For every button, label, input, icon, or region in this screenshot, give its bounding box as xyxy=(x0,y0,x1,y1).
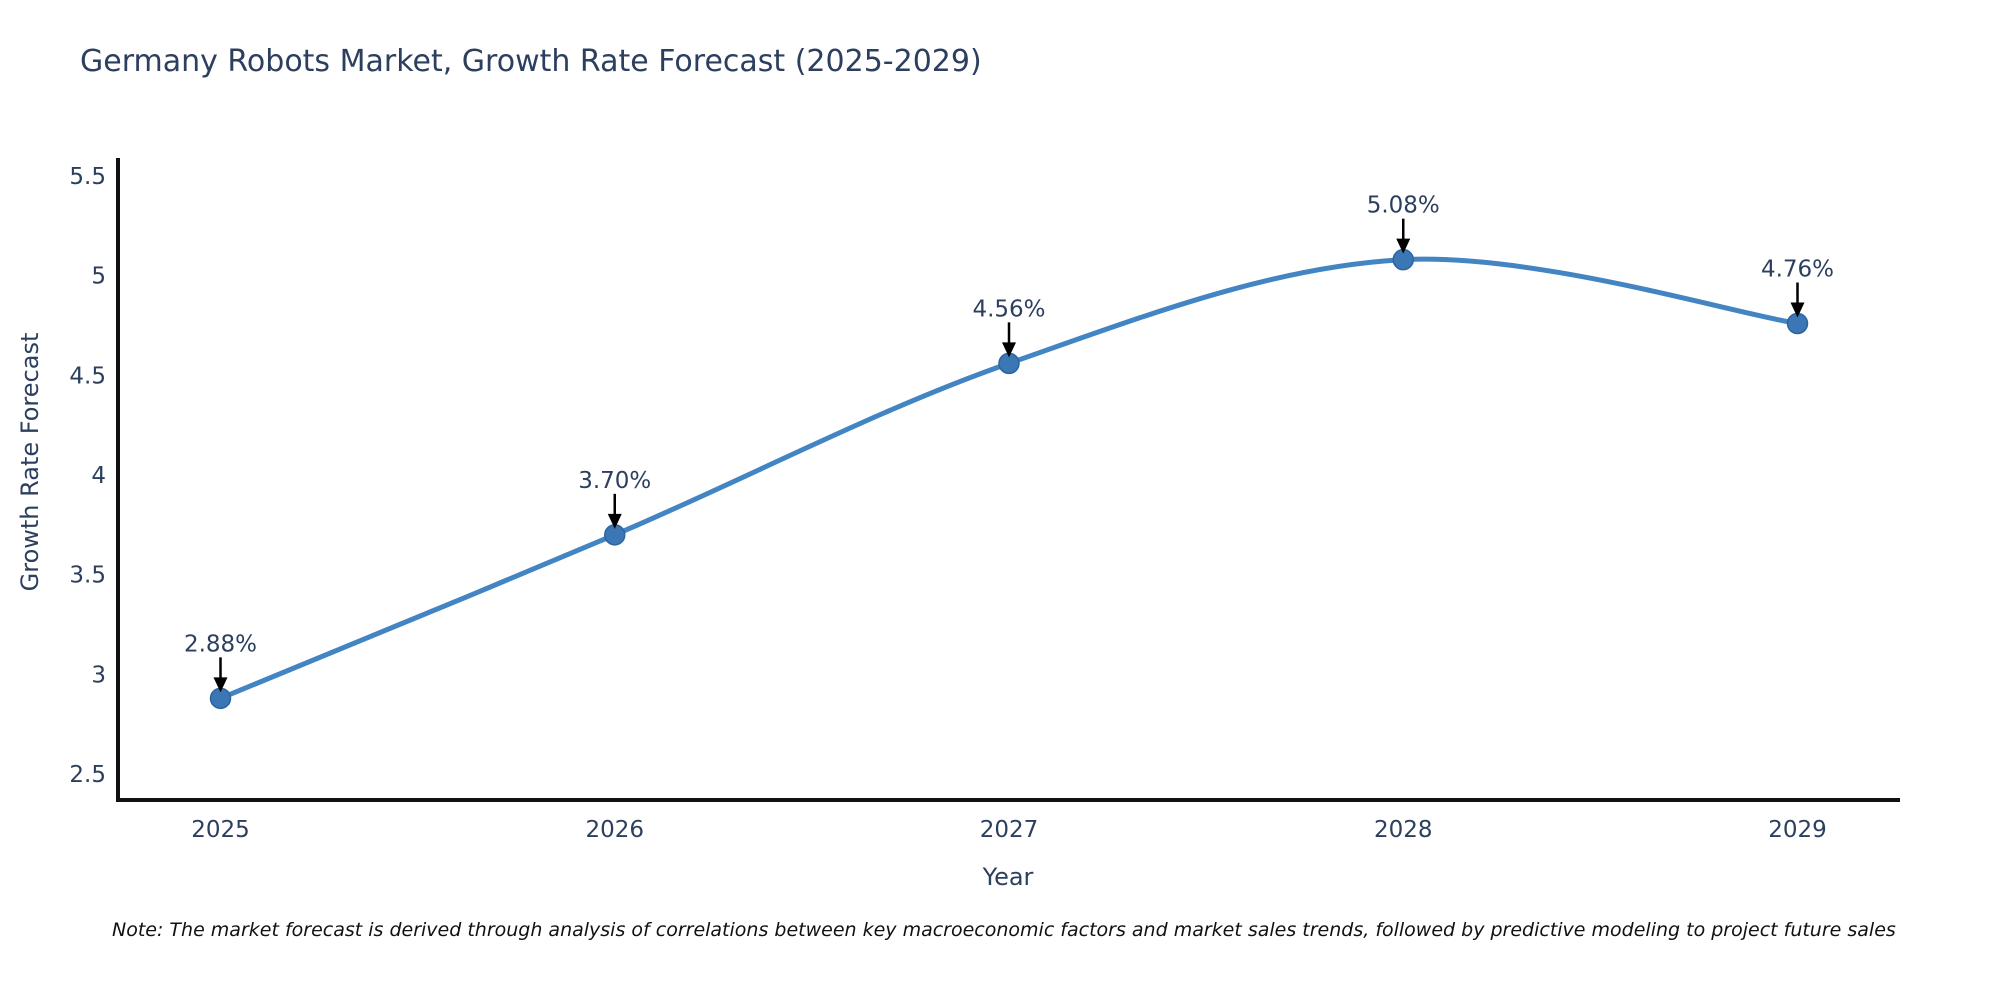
chart-title: Germany Robots Market, Growth Rate Forec… xyxy=(80,44,982,79)
y-tick-label: 5.5 xyxy=(69,164,106,190)
point-annotation: 2.88% xyxy=(184,631,257,657)
x-tick-label: 2027 xyxy=(980,817,1039,843)
x-tick-label: 2025 xyxy=(191,817,250,843)
x-tick-label: 2029 xyxy=(1768,817,1827,843)
point-annotation: 3.70% xyxy=(578,468,651,494)
point-annotation: 4.56% xyxy=(972,296,1045,322)
y-tick-label: 5 xyxy=(91,264,106,290)
annotation-arrow-head xyxy=(607,513,622,529)
annotation-arrow-head xyxy=(1002,342,1016,358)
y-tick-label: 3.5 xyxy=(69,563,106,589)
y-axis-title: Growth Rate Forecast xyxy=(16,332,44,592)
point-annotation: 4.76% xyxy=(1761,256,1834,282)
footnote: Note: The market forecast is derived thr… xyxy=(112,919,1896,941)
annotation-arrow-head xyxy=(1790,302,1805,318)
annotation-arrow-head xyxy=(1396,238,1411,254)
y-tick-label: 3 xyxy=(91,662,106,688)
x-axis-title: Year xyxy=(982,863,1034,891)
y-tick-label: 4 xyxy=(91,463,106,489)
point-annotation: 5.08% xyxy=(1367,193,1440,219)
y-tick-label: 4.5 xyxy=(69,363,106,389)
annotation-arrow-head xyxy=(213,677,228,693)
x-tick-label: 2026 xyxy=(585,817,644,843)
y-tick-label: 2.5 xyxy=(69,762,106,788)
x-tick-label: 2028 xyxy=(1374,817,1433,843)
